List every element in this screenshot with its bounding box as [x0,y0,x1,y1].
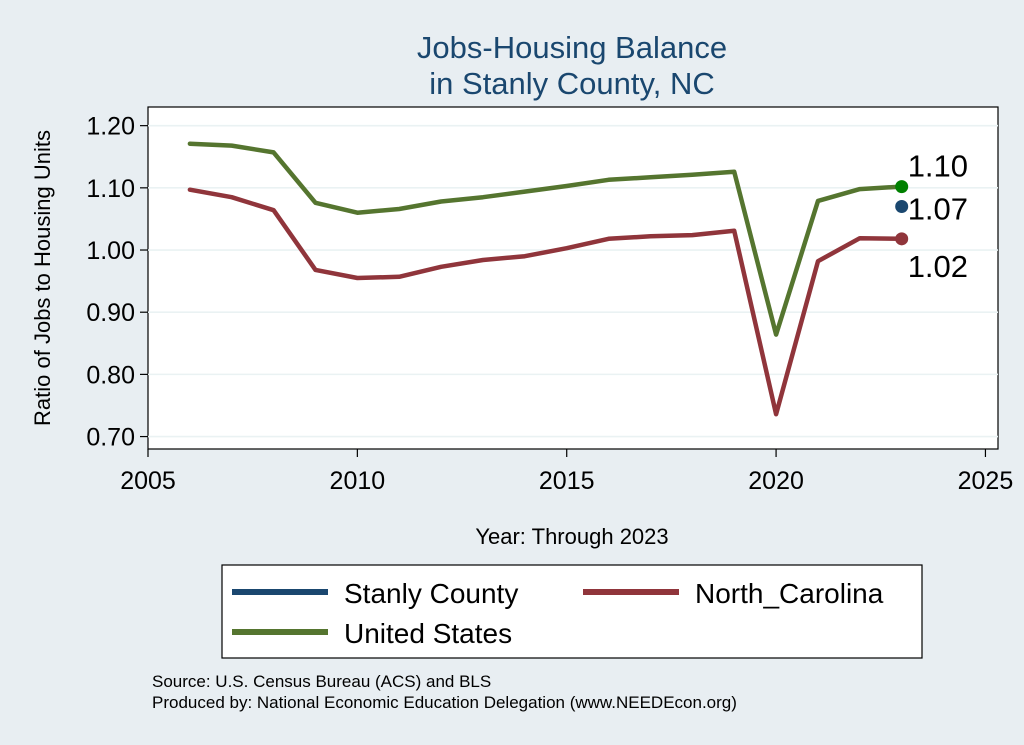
x-axis: 2005 2010 2015 2020 2025 [120,449,1013,495]
series-line-north-carolina [187,187,904,417]
chart-title-line-2: in Stanly County, NC [429,66,714,101]
legend-label-north-carolina: North_Carolina [695,578,884,609]
y-tick-label: 0.70 [86,424,135,452]
series-line-united-states [187,141,904,337]
plot-area [147,106,999,450]
x-tick-label: 2010 [330,467,386,495]
end-marker-stanly-county [895,199,909,213]
x-tick-label: 2020 [748,467,804,495]
x-tick-label: 2005 [120,467,176,495]
end-label-stanly-county: 1.07 [908,191,968,226]
y-tick-label: 0.80 [86,361,135,389]
source-line-2: Produced by: National Economic Education… [152,693,737,712]
y-axis: 0.70 0.80 0.90 1.00 1.10 1.20 [86,113,148,452]
legend-label-stanly-county: Stanly County [344,578,518,609]
x-tick-label: 2025 [958,467,1014,495]
x-axis-title: Year: Through 2023 [475,524,668,549]
x-tick-label: 2015 [539,467,595,495]
y-axis-title: Ratio of Jobs to Housing Units [30,130,55,426]
chart-title-line-1: Jobs-Housing Balance [417,30,727,65]
legend-label-united-states: United States [344,618,512,649]
y-tick-label: 1.10 [86,175,135,203]
source-line-1: Source: U.S. Census Bureau (ACS) and BLS [152,672,491,691]
legend-box [221,564,923,659]
end-label-north-carolina: 1.02 [908,249,968,284]
end-markers: 1.07 1.02 1.10 [895,149,968,284]
y-tick-label: 1.20 [86,113,135,141]
series-group [187,141,904,417]
grid-lines [148,124,998,438]
y-tick-label: 0.90 [86,299,135,327]
end-marker-united-states [895,180,909,194]
legend: Stanly County North_Carolina United Stat… [221,564,923,659]
end-marker-north-carolina [895,232,909,246]
end-label-united-states: 1.10 [908,149,968,184]
y-tick-label: 1.00 [86,237,135,265]
